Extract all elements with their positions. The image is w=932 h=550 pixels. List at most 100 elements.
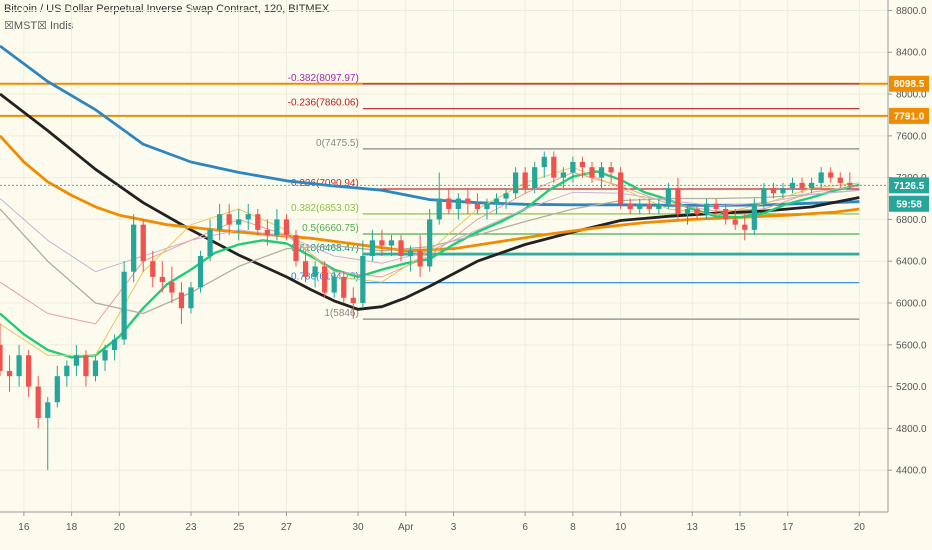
candle-body [417,250,423,267]
candle-body [770,188,777,194]
price-tag-bg [889,195,929,212]
price-tag-bg [889,75,929,92]
candle-body [446,198,452,209]
x-tick-label: 25 [233,522,245,533]
fib-band [362,252,860,256]
candle-body [522,172,528,189]
candle-body [207,229,213,256]
candle-body [742,224,748,230]
candle-body [83,355,89,377]
candle-body [598,167,605,178]
candle-body [723,208,729,220]
candle-body [474,203,481,209]
candle-body [216,214,223,230]
price-tag-bg [889,177,929,194]
x-tick-label: 30 [353,522,365,533]
candle-body [102,350,108,361]
x-tick-label: 16 [18,522,30,533]
y-tick-label: 8400.0 [896,48,927,59]
candle-body [111,339,118,351]
candle-body [283,219,290,236]
price-tag-label: 7791.0 [894,111,925,122]
candle-body [761,188,767,204]
price-tag-label: 7126.5 [894,181,925,192]
candle-body [665,188,672,204]
candle-body [121,271,127,340]
fib-level-label: 0.618(6468.47) [291,243,359,254]
candle-body [274,219,280,236]
candle-body [54,376,60,403]
candle-body [331,276,337,293]
y-tick-label: 6400.0 [896,257,927,268]
x-tick-label: 17 [782,522,794,533]
y-tick-label: 5200.0 [896,382,927,393]
y-tick-label: 5600.0 [896,340,927,351]
candle-body [484,203,490,209]
candles [0,151,853,471]
fib-level-label: -0.382(8097.97) [288,73,359,84]
candle-body [503,193,509,199]
candle-body [245,214,251,220]
candle-body [675,188,681,215]
y-tick-label: 6000.0 [896,299,927,310]
candle-body [646,203,652,209]
candle-body [140,224,146,262]
indicator-label: ☒MST☒ Indis [4,20,74,32]
horizontal-lines [0,82,888,117]
candle-body [45,402,51,418]
candle-body [608,167,614,173]
candle-body [465,198,471,204]
candle-body [570,161,576,173]
candle-body [713,203,719,209]
x-tick-label: 27 [281,522,293,533]
candle-body [341,276,347,298]
fib-level-label: 0.236(7090.94) [291,178,359,189]
candle-body [818,172,824,183]
ma-line-1 [0,92,860,311]
price-tag-label: 59:58 [896,199,922,210]
candle-body [150,261,156,277]
candle-body [732,219,738,225]
candle-body [847,182,853,186]
chart-title: Bitcoin / US Dollar Perpetual Inverse Sw… [4,3,330,15]
candle-body [360,256,366,304]
x-tick-label: 20 [854,522,866,533]
candle-body [16,355,22,377]
candle-body [159,276,165,283]
candle-body [197,256,204,288]
x-tick-label: 20 [114,522,126,533]
x-tick-label: 23 [185,522,197,533]
x-tick-label: 6 [522,522,528,533]
candle-body [169,282,175,293]
grid [0,0,888,512]
y-tick-label: 8000.0 [896,90,927,101]
fib-level-label: -0.236(7860.06) [288,98,359,109]
candle-body [436,198,442,220]
candle-body [656,203,662,209]
fib-level-label: 1(5846) [324,308,358,319]
x-tick-label: Apr [398,522,414,533]
candle-body [322,266,328,293]
candle-body [350,297,356,304]
moving-averages [0,44,860,359]
candle-body [92,360,99,377]
candle-body [379,240,385,246]
candle-body [455,198,461,209]
candle-body [627,203,633,209]
candle-body [751,203,757,230]
candle-body [694,208,700,215]
candle-body [837,177,843,183]
fib-level-label: 0(7475.5) [316,138,359,149]
candle-body [188,287,194,309]
candle-body [226,214,232,225]
y-tick-label: 8800.0 [896,6,927,17]
y-tick-label: 4400.0 [896,466,927,477]
candle-body [369,240,376,256]
candle-body [684,208,691,215]
candle-body [799,182,805,189]
candle-body [64,365,70,377]
fib-level-label: 0.5(6660.75) [302,223,359,234]
candle-body [35,386,41,418]
candle-body [589,167,595,178]
